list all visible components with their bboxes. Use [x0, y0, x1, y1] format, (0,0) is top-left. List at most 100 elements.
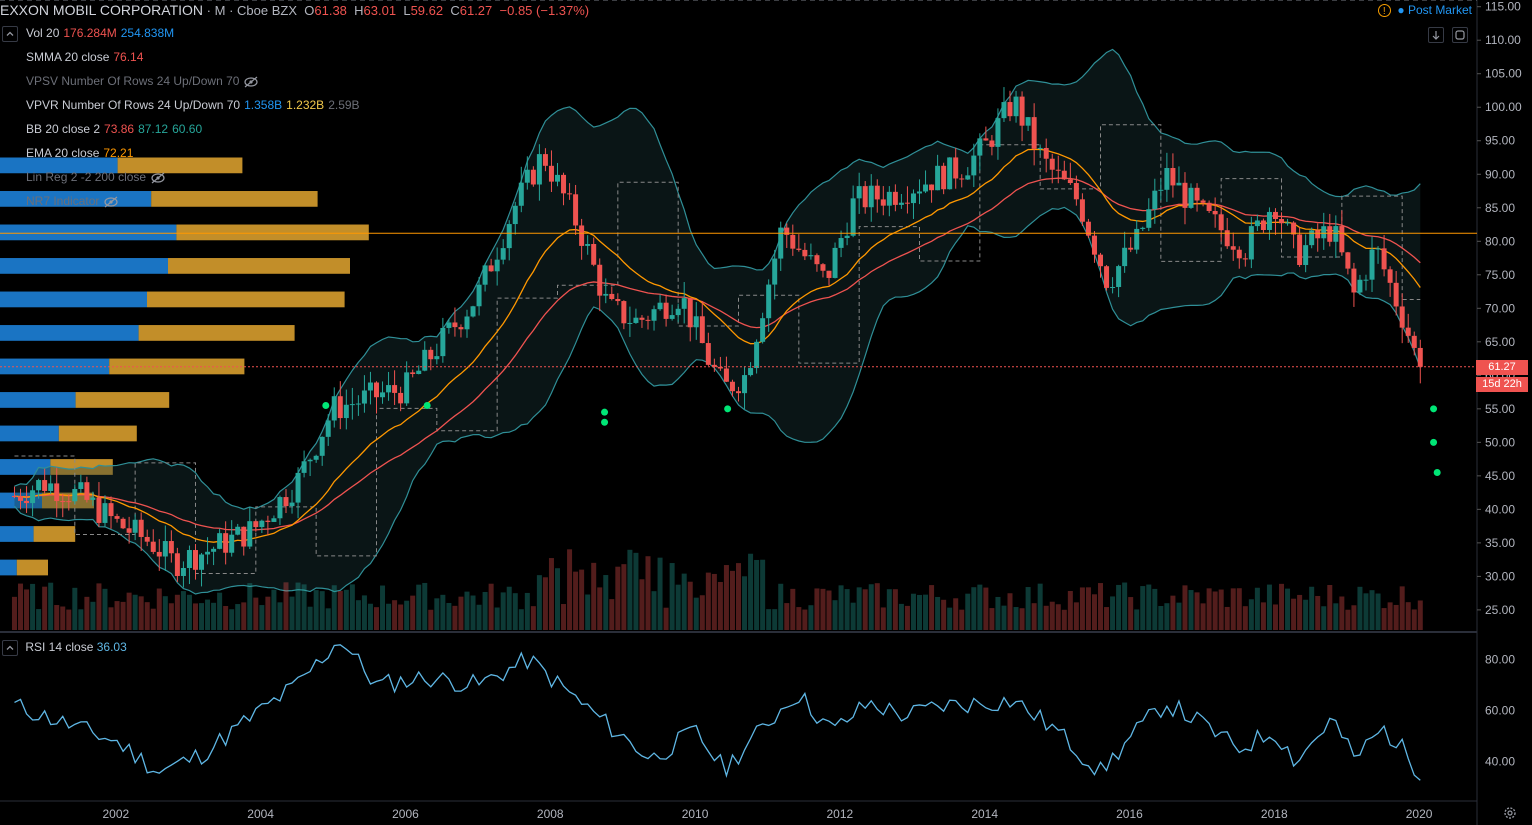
candle-body[interactable] — [989, 140, 995, 147]
candle-body[interactable] — [874, 185, 880, 200]
candle-body[interactable] — [458, 327, 464, 330]
candle-body[interactable] — [645, 319, 651, 321]
candle-body[interactable] — [705, 343, 711, 365]
candle-body[interactable] — [367, 382, 373, 391]
candle-body[interactable] — [108, 503, 114, 517]
candle-body[interactable] — [1399, 306, 1405, 328]
candle-body[interactable] — [651, 309, 657, 321]
candle-body[interactable] — [693, 316, 699, 328]
candle-body[interactable] — [585, 243, 591, 246]
candle-body[interactable] — [910, 193, 916, 204]
candle-body[interactable] — [1110, 287, 1116, 289]
candle-body[interactable] — [30, 490, 36, 504]
candle-body[interactable] — [1182, 182, 1188, 208]
candle-body[interactable] — [1061, 170, 1067, 180]
candle-body[interactable] — [150, 541, 156, 552]
candle-body[interactable] — [1411, 335, 1417, 348]
candle-body[interactable] — [1013, 96, 1019, 117]
candle-body[interactable] — [24, 500, 30, 504]
candle-body[interactable] — [1260, 220, 1266, 231]
candle-body[interactable] — [90, 497, 96, 500]
candle-body[interactable] — [561, 174, 567, 194]
candle-body[interactable] — [217, 533, 223, 549]
candle-body[interactable] — [669, 315, 675, 319]
candle-body[interactable] — [48, 483, 54, 491]
candle-body[interactable] — [386, 385, 392, 393]
candle-body[interactable] — [1200, 200, 1206, 203]
candle-body[interactable] — [754, 341, 760, 369]
candle-body[interactable] — [850, 198, 856, 236]
candle-body[interactable] — [898, 202, 904, 205]
candle-body[interactable] — [373, 382, 379, 398]
candle-body[interactable] — [1164, 168, 1170, 190]
candle-body[interactable] — [1327, 226, 1333, 242]
candle-body[interactable] — [307, 459, 313, 462]
candle-body[interactable] — [1309, 230, 1315, 246]
candle-body[interactable] — [440, 327, 446, 357]
candle-body[interactable] — [856, 186, 862, 199]
candle-body[interactable] — [186, 550, 192, 568]
candle-body[interactable] — [760, 318, 766, 342]
candle-body[interactable] — [681, 298, 687, 309]
candle-body[interactable] — [380, 392, 386, 398]
candle-body[interactable] — [542, 154, 548, 166]
candle-body[interactable] — [138, 519, 144, 537]
candle-body[interactable] — [1122, 247, 1128, 267]
candle-body[interactable] — [168, 541, 174, 554]
candle-body[interactable] — [512, 205, 518, 225]
candle-body[interactable] — [1272, 211, 1278, 220]
candle-body[interactable] — [392, 385, 398, 393]
collapse-rsi-button[interactable] — [2, 640, 18, 656]
candle-body[interactable] — [174, 553, 180, 576]
candle-body[interactable] — [904, 202, 910, 204]
candle-body[interactable] — [1049, 158, 1055, 170]
candle-body[interactable] — [120, 518, 126, 529]
candle-body[interactable] — [1176, 182, 1182, 186]
candle-body[interactable] — [965, 175, 971, 180]
candle-body[interactable] — [1339, 226, 1345, 253]
candle-body[interactable] — [1369, 249, 1375, 280]
candle-body[interactable] — [434, 356, 440, 360]
candle-body[interactable] — [271, 518, 277, 522]
candle-body[interactable] — [283, 497, 289, 507]
candle-body[interactable] — [826, 270, 832, 278]
candle-body[interactable] — [126, 528, 132, 533]
indicator-legend-row[interactable]: EMA 20 close 72.21 — [26, 146, 137, 162]
candle-body[interactable] — [736, 391, 741, 394]
candle-body[interactable] — [78, 482, 84, 489]
candle-body[interactable] — [1363, 279, 1369, 281]
candle-body[interactable] — [639, 317, 645, 320]
candle-body[interactable] — [1393, 282, 1399, 307]
candle-body[interactable] — [597, 264, 603, 296]
candle-body[interactable] — [844, 235, 850, 239]
candle-body[interactable] — [223, 533, 229, 553]
candle-body[interactable] — [199, 554, 205, 570]
candle-body[interactable] — [1321, 226, 1327, 239]
candle-body[interactable] — [917, 191, 923, 194]
candle-body[interactable] — [1303, 245, 1309, 266]
candle-body[interactable] — [301, 461, 307, 473]
candle-body[interactable] — [36, 480, 42, 491]
candle-body[interactable] — [1067, 179, 1073, 184]
candle-body[interactable] — [1085, 221, 1091, 236]
candle-body[interactable] — [1357, 279, 1363, 293]
candle-body[interactable] — [627, 322, 633, 324]
candle-body[interactable] — [1387, 269, 1393, 283]
candle-body[interactable] — [1104, 266, 1110, 288]
candle-body[interactable] — [156, 551, 162, 557]
candle-body[interactable] — [1146, 209, 1152, 228]
candle-body[interactable] — [446, 322, 452, 328]
candle-body[interactable] — [995, 118, 1001, 147]
candle-body[interactable] — [699, 316, 705, 344]
candle-body[interactable] — [470, 306, 476, 317]
candle-body[interactable] — [790, 234, 796, 249]
candle-body[interactable] — [1055, 169, 1061, 171]
candle-body[interactable] — [711, 364, 717, 367]
post-market-indicator[interactable]: ! ● Post Market — [1377, 3, 1472, 18]
candle-body[interactable] — [1128, 247, 1134, 250]
eye-hidden-icon[interactable] — [103, 196, 119, 208]
candle-body[interactable] — [11, 495, 17, 497]
candle-body[interactable] — [1405, 327, 1411, 336]
candle-body[interactable] — [398, 392, 404, 404]
candle-body[interactable] — [1194, 187, 1200, 201]
